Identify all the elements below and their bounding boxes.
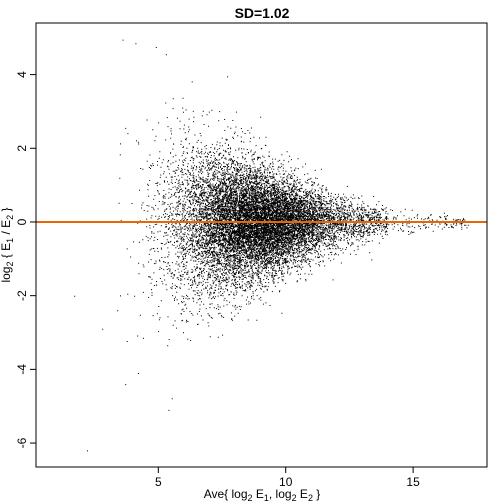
y-tick-label: 4 [15, 71, 29, 78]
x-axis-title-text: , log [269, 487, 292, 501]
x-axis-title-prefix: Ave{ log [204, 487, 248, 501]
scatter-points [58, 39, 470, 452]
y-axis-title-text: { E [0, 243, 13, 262]
x-axis-title-sub: 2 [308, 493, 313, 503]
plot-title: SD=1.02 [235, 5, 290, 21]
y-axis-title-sub: 2 [5, 262, 15, 267]
x-axis-title-sub: 1 [264, 493, 269, 503]
x-axis-title-text: E [253, 487, 264, 501]
x-tick-label: 15 [406, 475, 420, 489]
y-axis-title: log2 { E1 / E2 } [0, 207, 15, 282]
plot-frame [35, 22, 488, 468]
x-tick-label: 10 [279, 475, 293, 489]
y-axis-title-suffix: } [0, 207, 13, 214]
y-tick-label: -4 [15, 364, 29, 375]
x-axis: 5 10 15 [155, 467, 420, 489]
y-tick-label: -6 [15, 437, 29, 448]
y-axis-title-sub: 1 [5, 238, 15, 243]
x-tick-label: 5 [155, 475, 162, 489]
y-tick-label: 0 [15, 218, 29, 225]
y-axis-title-sub: 2 [5, 215, 15, 220]
x-axis-title-text: E [297, 487, 308, 501]
y-axis-title-prefix: log [0, 267, 13, 283]
data-points [58, 39, 470, 452]
y-axis-title-text: / E [0, 220, 13, 238]
x-axis-title-sub: 2 [292, 493, 297, 503]
x-axis-title-suffix: } [313, 487, 320, 501]
y-tick-label: 2 [15, 145, 29, 152]
y-axis: -6 -4 -2 0 2 4 [15, 71, 36, 448]
x-axis-title: Ave{ log2 E1, log2 E2 } [204, 487, 321, 503]
y-tick-label: -2 [15, 290, 29, 301]
x-axis-title-sub: 2 [248, 493, 253, 503]
